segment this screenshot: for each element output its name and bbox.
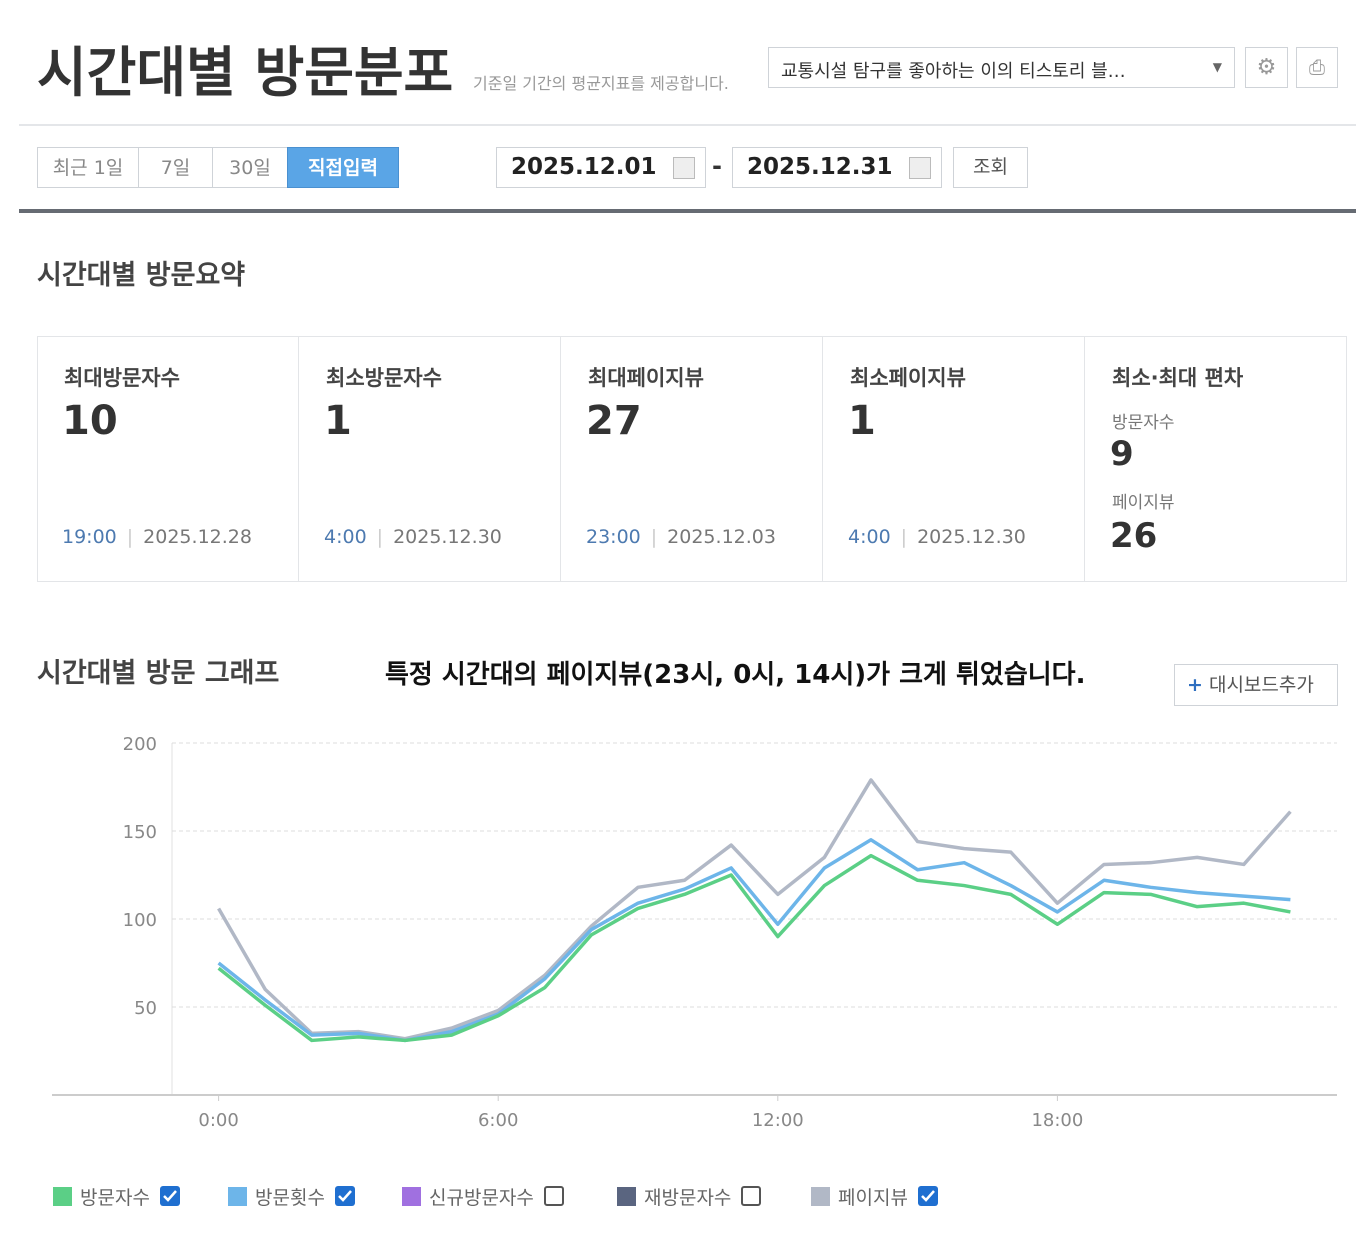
checkbox[interactable]	[159, 1186, 180, 1206]
section-title: 시간대별 방문 그래프	[37, 658, 280, 689]
legend-item[interactable]: 방문횟수	[228, 1183, 355, 1209]
check-mark	[921, 1190, 935, 1202]
end-date: 2025.12.31	[747, 154, 893, 180]
annotation: 특정 시간대의 페이지뷰(23시, 0시, 14시)가 크게 튀었습니다.	[385, 660, 1086, 690]
deviation-label: 페이지뷰	[1112, 493, 1175, 513]
card-value: 10	[62, 398, 118, 444]
legend-label: 페이지뷰	[838, 1186, 908, 1209]
legend-item[interactable]: 재방문자수	[617, 1183, 762, 1209]
deviation-value: 26	[1110, 516, 1158, 556]
check-mark	[338, 1190, 352, 1202]
deviation-label: 방문자수	[1112, 413, 1175, 433]
legend-label: 방문자수	[80, 1186, 150, 1209]
legend-item[interactable]: 페이지뷰	[811, 1183, 938, 1209]
tab[interactable]: 7일	[138, 147, 213, 188]
y-tick-label: 200	[123, 734, 157, 755]
blog-select-text: 교통시설 탐구를 좋아하는 이의 티스토리 블…	[781, 61, 1126, 82]
calendar-icon	[909, 157, 931, 179]
card-label: 최소방문자수	[326, 366, 442, 390]
end-date-input[interactable]: 2025.12.31	[732, 147, 942, 188]
series-line	[217, 778, 1292, 1041]
dashboard-button-text: 대시보드추가	[1208, 674, 1314, 696]
y-tick-label: 50	[134, 998, 157, 1019]
legend-swatch	[53, 1186, 72, 1206]
separator: |	[900, 526, 908, 548]
start-date: 2025.12.01	[511, 154, 657, 180]
chart: 50 100 150 200 0:00 6:00 12:00 18:00	[52, 734, 1337, 1131]
legend-swatch	[811, 1186, 830, 1206]
card-time: 19:00	[62, 526, 117, 548]
legend-item[interactable]: 신규방문자수	[402, 1183, 564, 1209]
legend-label: 방문횟수	[255, 1186, 325, 1209]
x-tick-label: 0:00	[198, 1110, 238, 1131]
blog-select[interactable]: 교통시설 탐구를 좋아하는 이의 티스토리 블… ▼	[768, 47, 1235, 88]
dropdown-arrow: ▼	[1212, 60, 1222, 74]
y-tick-label: 150	[123, 822, 157, 843]
card-label: 최대방문자수	[64, 366, 180, 390]
card-value: 1	[324, 398, 352, 444]
card-date: 2025.12.03	[667, 526, 776, 548]
summary-card: 최소방문자수 1 4:00 | 2025.12.30	[299, 336, 561, 582]
tab[interactable]: 30일	[212, 147, 288, 188]
dashboard-button[interactable]: + 대시보드추가	[1174, 664, 1338, 706]
card-footer: 4:00 | 2025.12.30	[848, 526, 1026, 548]
card-value: 27	[586, 398, 642, 444]
page-subtitle: 기준일 기간의 평균지표를 제공합니다.	[473, 74, 729, 93]
deviation-value: 9	[1110, 434, 1134, 474]
x-tick-label: 18:00	[1031, 1110, 1083, 1131]
card-label: 최소페이지뷰	[850, 366, 966, 390]
deviation-card: 최소·최대 편차 방문자수 9 페이지뷰 26	[1085, 336, 1347, 582]
card-label: 최소·최대 편차	[1112, 366, 1244, 390]
check-mark	[163, 1190, 177, 1202]
page-title: 시간대별 방문분포	[37, 41, 454, 104]
settings-button[interactable]: ⚙	[1245, 47, 1288, 88]
separator: |	[650, 526, 658, 548]
y-tick-label: 100	[123, 910, 157, 931]
legend-swatch	[402, 1186, 421, 1206]
legend-swatch	[617, 1186, 636, 1206]
separator: |	[376, 526, 384, 548]
summary-card: 최소페이지뷰 1 4:00 | 2025.12.30	[823, 336, 1085, 582]
series-line	[217, 853, 1291, 1043]
legend-swatch	[228, 1186, 247, 1206]
section-title: 시간대별 방문요약	[37, 260, 246, 291]
card-date: 2025.12.30	[393, 526, 502, 548]
checkbox[interactable]	[334, 1186, 355, 1206]
separator: |	[126, 526, 134, 548]
x-tick-label: 6:00	[478, 1110, 518, 1131]
legend-label: 재방문자수	[644, 1186, 732, 1209]
summary-card: 최대방문자수 10 19:00 | 2025.12.28	[37, 336, 299, 582]
card-footer: 23:00 | 2025.12.03	[586, 526, 776, 548]
card-label: 최대페이지뷰	[588, 366, 704, 390]
card-value: 1	[848, 398, 876, 444]
divider	[19, 209, 1356, 213]
card-time: 4:00	[848, 526, 891, 548]
date-separator: -	[712, 152, 722, 180]
card-time: 4:00	[324, 526, 367, 548]
checkbox[interactable]	[917, 1186, 938, 1206]
tab[interactable]: 최근 1일	[37, 147, 139, 188]
card-footer: 4:00 | 2025.12.30	[324, 526, 502, 548]
card-footer: 19:00 | 2025.12.28	[62, 526, 252, 548]
x-tick-label: 12:00	[752, 1110, 804, 1131]
print-button[interactable]: ⎙	[1296, 47, 1338, 88]
start-date-input[interactable]: 2025.12.01	[496, 147, 706, 188]
card-date: 2025.12.30	[917, 526, 1026, 548]
legend-item[interactable]: 방문자수	[53, 1183, 180, 1209]
card-date: 2025.12.28	[143, 526, 252, 548]
divider	[19, 124, 1356, 126]
search-button[interactable]: 조회	[953, 147, 1028, 188]
tab[interactable]: 직접입력	[287, 147, 399, 188]
card-time: 23:00	[586, 526, 641, 548]
checkbox[interactable]	[741, 1186, 762, 1206]
checkbox[interactable]	[543, 1186, 564, 1206]
summary-box	[37, 336, 1347, 582]
summary-card: 최대페이지뷰 27 23:00 | 2025.12.03	[561, 336, 823, 582]
legend-label: 신규방문자수	[429, 1186, 534, 1209]
plus-icon: +	[1187, 674, 1203, 696]
calendar-icon	[673, 157, 695, 179]
